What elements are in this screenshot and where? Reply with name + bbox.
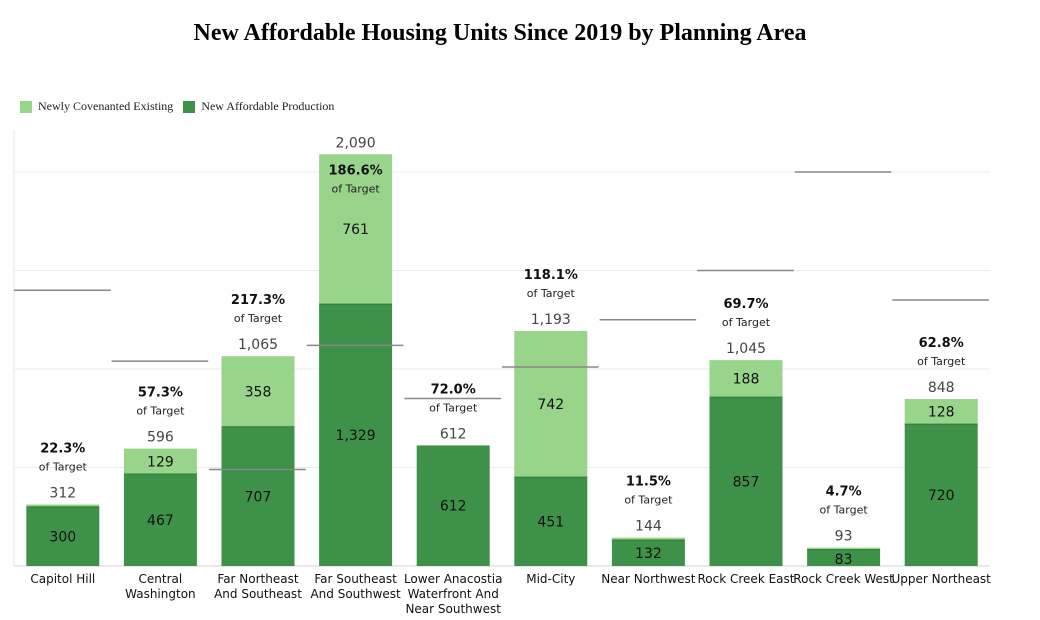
category-label: Near Northwest — [601, 572, 695, 586]
chart-title: New Affordable Housing Units Since 2019 … — [193, 20, 807, 46]
target-suffix: of Target — [429, 401, 478, 414]
category-label: Washington — [125, 587, 196, 601]
bar-production — [514, 477, 588, 566]
bar-covenanted — [514, 330, 588, 478]
label-covenanted: 129 — [147, 454, 174, 470]
category-label: Rock Creek East — [698, 572, 795, 586]
bar-covenanted — [807, 547, 881, 550]
target-suffix: of Target — [234, 312, 283, 325]
category-label: And Southwest — [310, 587, 401, 601]
bar-covenanted — [26, 504, 100, 507]
target-suffix: of Target — [917, 355, 966, 368]
label-covenanted: 761 — [342, 222, 369, 238]
label-total: 144 — [635, 519, 662, 535]
bar-production — [807, 549, 881, 566]
label-production: 720 — [928, 488, 955, 504]
bar-production — [709, 397, 783, 566]
bar-covenanted — [123, 448, 197, 475]
label-production: 857 — [733, 475, 760, 491]
legend-item-production: New Affordable Production — [183, 99, 334, 114]
label-production: 467 — [147, 513, 174, 529]
bar-production — [123, 474, 197, 566]
label-production: 300 — [49, 529, 76, 545]
bar-covenanted — [221, 356, 295, 427]
category-label: Far Northeast — [217, 572, 298, 586]
label-total: 1,193 — [531, 312, 571, 328]
category-label: Near Southwest — [405, 602, 501, 616]
label-production: 612 — [440, 499, 467, 515]
target-pct: 217.3% — [231, 293, 285, 308]
target-suffix: of Target — [624, 494, 673, 507]
label-covenanted: 188 — [733, 372, 760, 388]
target-suffix: of Target — [39, 461, 88, 474]
bar-production — [904, 424, 978, 566]
label-covenanted: 358 — [245, 384, 272, 400]
target-pct: 4.7% — [826, 485, 862, 500]
label-production: 1,329 — [336, 428, 376, 444]
target-pct: 22.3% — [40, 442, 85, 457]
target-pct: 57.3% — [138, 386, 183, 401]
target-pct: 72.0% — [431, 382, 476, 397]
target-suffix: of Target — [820, 504, 869, 517]
label-total: 312 — [49, 486, 76, 502]
category-label: Capitol Hill — [30, 572, 95, 586]
target-pct: 11.5% — [626, 475, 671, 490]
category-label: Central — [139, 572, 183, 586]
label-total: 848 — [928, 380, 955, 396]
category-label: Upper Northeast — [891, 572, 991, 586]
target-suffix: of Target — [332, 182, 381, 195]
bar-production — [26, 506, 100, 566]
legend-label-production: New Affordable Production — [201, 99, 335, 113]
bar-covenanted — [319, 154, 393, 305]
category-label: And Southeast — [214, 587, 302, 601]
target-pct: 62.8% — [919, 336, 964, 351]
label-total: 612 — [440, 426, 467, 442]
legend-item-covenanted: Newly Covenanted Existing — [20, 99, 173, 114]
label-total: 2,090 — [336, 135, 376, 151]
label-covenanted: 128 — [928, 405, 955, 421]
bar-covenanted — [709, 360, 783, 398]
label-total: 596 — [147, 430, 174, 446]
label-production: 83 — [835, 552, 853, 568]
label-total: 1,065 — [238, 337, 278, 353]
legend-swatch-production — [183, 100, 196, 113]
category-label: Mid-City — [526, 572, 575, 586]
bar-production — [416, 445, 490, 566]
label-total: 1,045 — [726, 341, 766, 357]
legend: Newly Covenanted Existing New Affordable… — [20, 99, 344, 114]
bar-covenanted — [611, 537, 685, 540]
label-production: 451 — [537, 515, 564, 531]
target-pct: 186.6% — [329, 163, 383, 178]
category-label: Lower Anacostia — [404, 572, 503, 586]
target-pct: 69.7% — [723, 297, 768, 312]
category-label: Waterfront And — [408, 587, 499, 601]
label-production: 707 — [245, 489, 272, 505]
label-total: 93 — [835, 529, 853, 545]
target-suffix: of Target — [722, 316, 771, 329]
legend-label-covenanted: Newly Covenanted Existing — [38, 99, 174, 113]
bar-production — [319, 304, 393, 566]
category-label: Far Southeast — [314, 572, 397, 586]
category-label: Rock Creek West — [793, 572, 894, 586]
target-suffix: of Target — [527, 287, 576, 300]
bar-production — [221, 426, 295, 566]
target-suffix: of Target — [136, 405, 185, 418]
legend-swatch-covenanted — [20, 100, 32, 113]
label-covenanted: 742 — [537, 397, 564, 413]
target-pct: 118.1% — [524, 268, 578, 283]
bar-production — [611, 539, 685, 566]
label-production: 132 — [635, 546, 662, 562]
bar-covenanted — [904, 398, 978, 425]
